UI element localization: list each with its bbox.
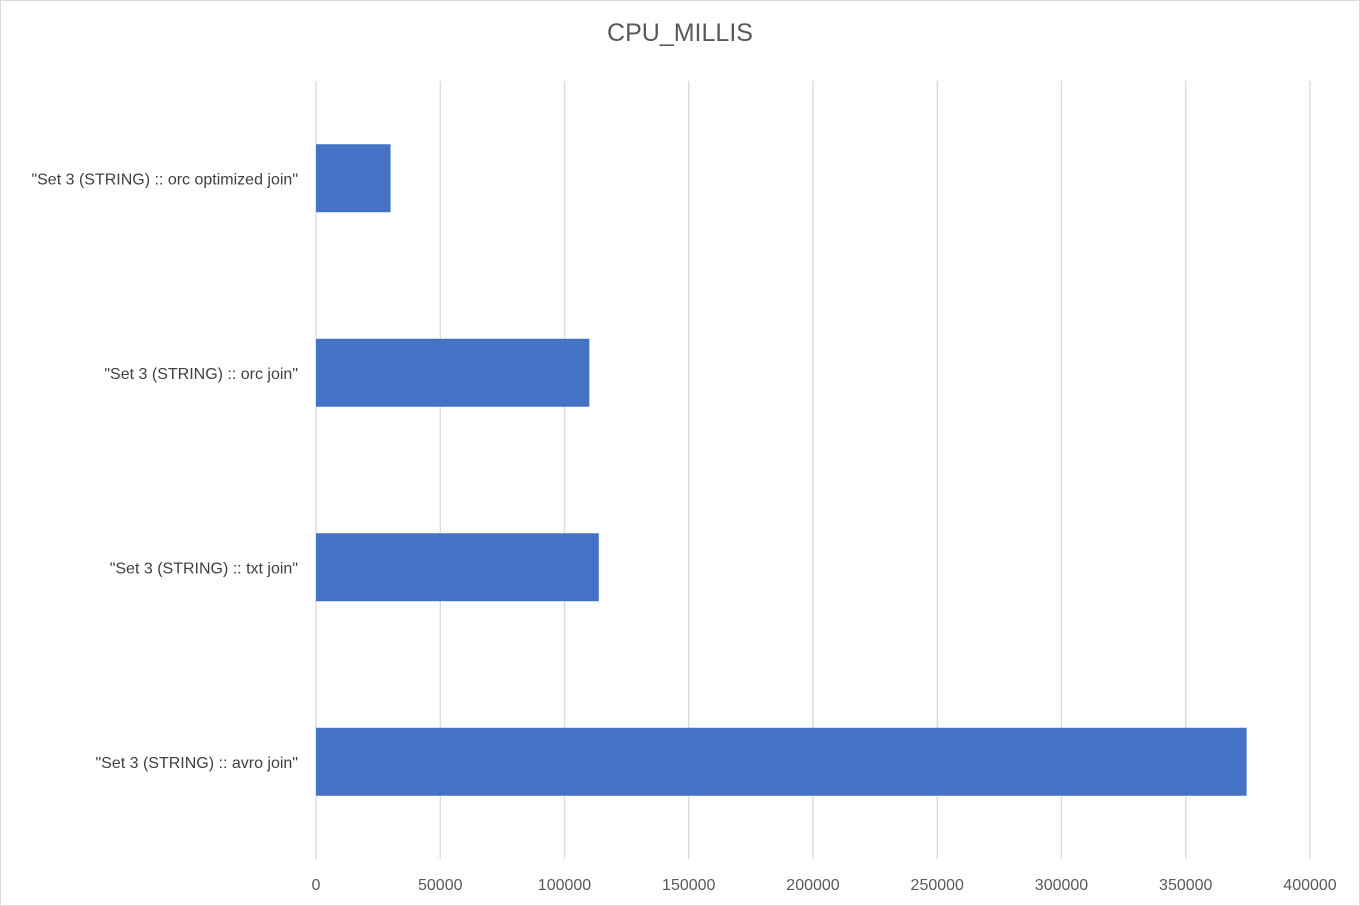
x-tick-label: 50000 [418, 877, 463, 894]
bars [316, 144, 1247, 796]
x-tick-label: 200000 [786, 877, 839, 894]
x-tick-label: 300000 [1035, 877, 1088, 894]
x-tick-label: 0 [312, 877, 321, 894]
bar [316, 338, 590, 407]
x-tick-label: 400000 [1283, 877, 1336, 894]
x-tick-label: 350000 [1159, 877, 1212, 894]
category-label: "Set 3 (STRING) :: avro join" [95, 755, 298, 772]
category-label: "Set 3 (STRING) :: txt join" [110, 560, 298, 577]
bar [316, 727, 1247, 796]
bar [316, 144, 391, 213]
chart-title: CPU_MILLIS [607, 19, 753, 47]
x-tick-label: 250000 [911, 877, 964, 894]
bar [316, 533, 599, 602]
x-tick-label: 150000 [662, 877, 715, 894]
x-tick-label: 100000 [538, 877, 591, 894]
y-axis-categories: "Set 3 (STRING) :: orc optimized join""S… [31, 171, 298, 772]
x-axis-ticks: 0 50000 100000 150000 200000 250000 300000 3500… [312, 877, 1337, 894]
category-label: "Set 3 (STRING) :: orc join" [104, 366, 298, 383]
category-label: "Set 3 (STRING) :: orc optimized join" [31, 171, 298, 188]
